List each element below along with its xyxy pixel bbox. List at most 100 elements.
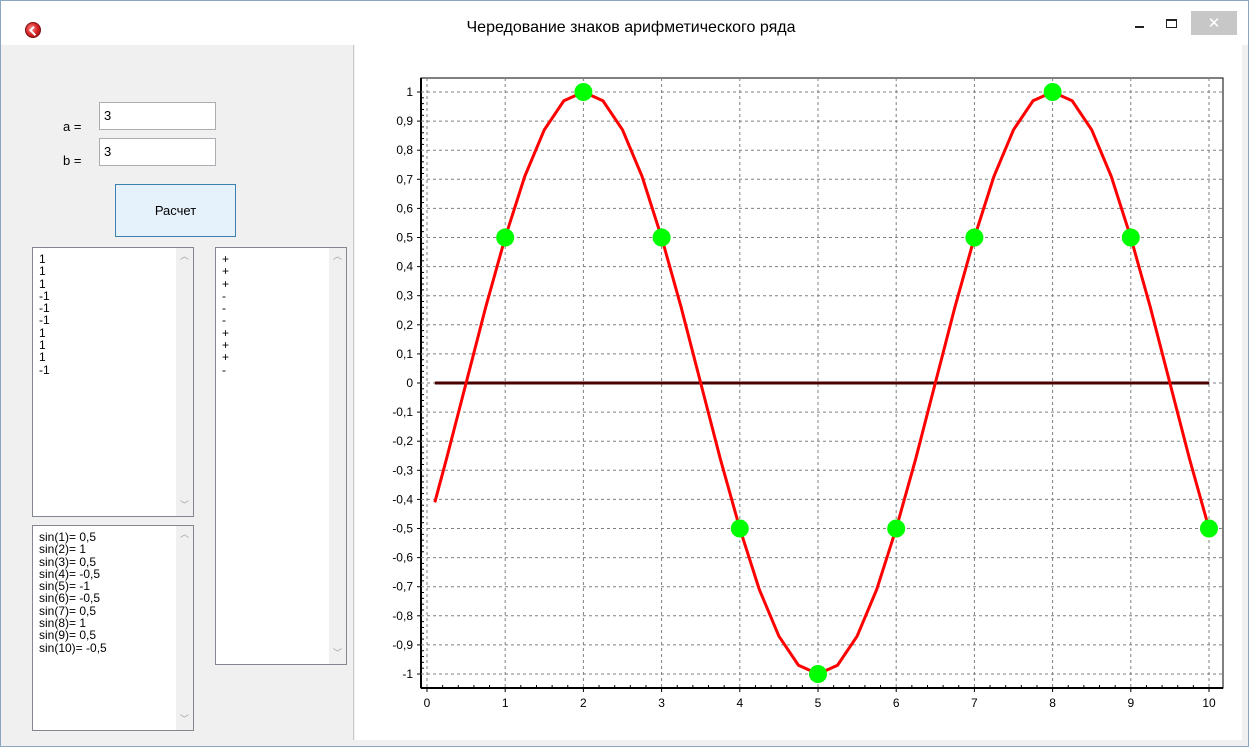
y-tick-label: 0,7	[396, 172, 413, 186]
list-item[interactable]: sin(1)= 0,5	[39, 530, 97, 544]
sin-scrollbar[interactable]: ︿ ﹀	[176, 526, 193, 730]
data-point	[652, 228, 671, 247]
window-title: Чередование знаков арифметического ряда	[466, 19, 796, 36]
list-item[interactable]: +	[222, 350, 230, 365]
maximize-icon	[1165, 18, 1177, 28]
sin-listbox[interactable]: sin(1)= 0,5 sin(2)= 1 sin(3)= 0,5 sin(4)= -…	[32, 525, 194, 731]
y-tick-label: 0,6	[396, 201, 413, 215]
y-tick-label: 0,4	[396, 260, 413, 274]
x-tick-label: 10	[1202, 696, 1216, 710]
y-tick-label: -0,9	[392, 638, 413, 652]
list-item[interactable]: sin(7)= 0,5	[39, 603, 97, 618]
values-listbox[interactable]: 1 1 1 -1 -1 -1 1 1 1 -1 ︿ ﹀	[32, 247, 194, 517]
values-scrollbar[interactable]: ︿ ﹀	[176, 248, 193, 516]
calculate-button[interactable]: Расчет	[115, 184, 236, 237]
x-tick-label: 5	[815, 696, 822, 710]
list-item[interactable]: sin(5)= -1	[39, 579, 91, 594]
list-item[interactable]: +	[222, 338, 230, 353]
list-item[interactable]: -	[222, 288, 226, 303]
data-point	[1121, 228, 1140, 247]
list-item[interactable]: -	[222, 301, 226, 316]
list-item[interactable]: sin(2)= 1	[39, 542, 87, 557]
sine-chart: -1 -0,9 -0,8 -0,7 -0,6 -0,5 -0,4 -0,3 -0,2 -0,1 0 0…	[392, 77, 1224, 710]
list-item[interactable]: -	[222, 362, 226, 377]
chart-area: -1 -0,9 -0,8 -0,7 -0,6 -0,5 -0,4 -0,3 -0,2 -0,1 0 0…	[355, 45, 1242, 740]
y-tick-label: -0,5	[392, 522, 413, 536]
list-item[interactable]: +	[222, 325, 230, 340]
list-item[interactable]: 1	[39, 350, 46, 365]
signs-list: + + + - - - + + + -	[222, 253, 229, 376]
y-tick-label: 0,1	[396, 347, 413, 361]
list-item[interactable]: sin(6)= -0,5	[39, 591, 101, 606]
y-tick-label: -0,7	[392, 580, 413, 594]
y-tick-label: -0,3	[392, 463, 413, 477]
maximize-button[interactable]	[1155, 11, 1187, 35]
client-area: a = 3 b = 3 Расчет 1 1 1 -1 -1 -1 1 1 1 -1 ︿ ﹀ + +…	[9, 45, 1242, 740]
list-item[interactable]: 1	[39, 252, 46, 266]
x-tick-label: 4	[736, 696, 743, 710]
control-panel: a = 3 b = 3 Расчет 1 1 1 -1 -1 -1 1 1 1 -1 ︿ ﹀ + +…	[9, 45, 354, 740]
data-point	[574, 83, 593, 101]
b-input[interactable]: 3	[99, 138, 216, 166]
list-item[interactable]: 1	[39, 338, 46, 353]
list-item[interactable]: sin(8)= 1	[39, 616, 87, 631]
scroll-up-icon[interactable]: ︿	[180, 252, 190, 262]
y-tick-label: -0,6	[392, 551, 413, 565]
title-bar[interactable]: Чередование знаков арифметического ряда …	[1, 1, 1248, 45]
x-tick-label: 9	[1127, 696, 1134, 710]
sin-list: sin(1)= 0,5 sin(2)= 1 sin(3)= 0,5 sin(4)= -…	[39, 531, 107, 654]
scroll-up-icon[interactable]: ︿	[333, 252, 343, 262]
data-point	[730, 519, 749, 538]
y-tick-label: -0,8	[392, 609, 413, 623]
close-button[interactable]: ✕	[1191, 11, 1237, 35]
data-point	[496, 228, 515, 247]
x-tick-label: 1	[502, 696, 509, 710]
data-point	[809, 665, 827, 683]
list-item[interactable]: 1	[39, 325, 46, 340]
list-item[interactable]: 1	[39, 276, 46, 291]
y-tick-label: 0,5	[396, 231, 413, 245]
list-item[interactable]: -1	[39, 313, 50, 328]
scroll-down-icon[interactable]: ﹀	[180, 501, 190, 511]
list-item[interactable]: 1	[39, 264, 46, 279]
list-item[interactable]: +	[222, 276, 230, 291]
data-point	[965, 228, 984, 247]
x-tick-label: 8	[1049, 696, 1056, 710]
x-tick-label: 3	[658, 696, 665, 710]
x-tick-label: 6	[893, 696, 900, 710]
data-point	[1043, 83, 1062, 101]
data-point	[1200, 519, 1218, 538]
a-input[interactable]: 3	[99, 102, 216, 130]
a-label: a =	[63, 119, 82, 134]
list-item[interactable]: -1	[39, 288, 50, 303]
list-item[interactable]: +	[222, 252, 230, 266]
list-item[interactable]: -1	[39, 301, 50, 316]
x-tick-label: 2	[580, 696, 587, 710]
scroll-down-icon[interactable]: ﹀	[180, 715, 190, 725]
x-tick-label: 7	[971, 696, 978, 710]
list-item[interactable]: sin(10)= -0,5	[39, 640, 107, 655]
scroll-up-icon[interactable]: ︿	[180, 530, 190, 540]
list-item[interactable]: sin(3)= 0,5	[39, 554, 97, 569]
list-item[interactable]: sin(9)= 0,5	[39, 628, 97, 643]
list-item[interactable]: sin(4)= -0,5	[39, 566, 101, 581]
values-list: 1 1 1 -1 -1 -1 1 1 1 -1	[39, 253, 50, 376]
y-tick-label: 0,9	[396, 114, 413, 128]
list-item[interactable]: +	[222, 264, 230, 279]
data-point	[887, 519, 906, 538]
y-tick-label: 0,2	[396, 318, 413, 332]
y-tick-label: -0,1	[392, 405, 413, 419]
app-icon[interactable]	[25, 22, 41, 38]
b-label: b =	[63, 153, 82, 168]
y-tick-label: 1	[406, 85, 413, 99]
signs-listbox[interactable]: + + + - - - + + + - ︿ ﹀	[215, 247, 347, 665]
y-tick-label: -1	[402, 667, 413, 681]
y-tick-label: 0,8	[396, 143, 413, 157]
list-item[interactable]: -	[222, 313, 226, 328]
minimize-button[interactable]	[1123, 11, 1155, 35]
scroll-down-icon[interactable]: ﹀	[333, 649, 343, 659]
y-tick-label: 0,3	[396, 289, 413, 303]
list-item[interactable]: -1	[39, 362, 50, 377]
signs-scrollbar[interactable]: ︿ ﹀	[329, 248, 346, 664]
